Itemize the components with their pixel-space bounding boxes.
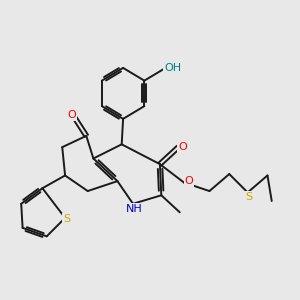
Text: O: O xyxy=(185,176,194,186)
Text: NH: NH xyxy=(126,204,143,214)
Text: O: O xyxy=(178,142,187,152)
Text: OH: OH xyxy=(164,63,181,73)
Text: S: S xyxy=(245,192,253,202)
Text: O: O xyxy=(68,110,76,120)
Text: S: S xyxy=(63,214,70,224)
